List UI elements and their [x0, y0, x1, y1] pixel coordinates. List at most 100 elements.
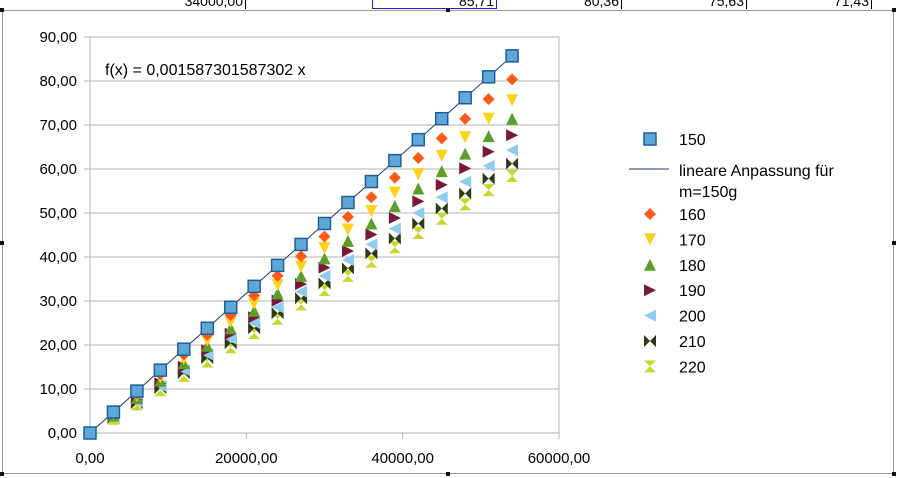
- legend-trendline-label-1: lineare Anpassung für: [679, 163, 834, 180]
- point-200: [412, 207, 425, 219]
- point-210: [412, 217, 425, 230]
- point-200: [318, 269, 331, 282]
- point-210: [482, 172, 495, 185]
- point-200: [482, 159, 495, 172]
- point-200: [248, 317, 261, 329]
- cell-c[interactable]: 80,36: [497, 0, 622, 9]
- point-160: [295, 250, 308, 263]
- point-150: [388, 153, 402, 168]
- point-180: [318, 252, 331, 265]
- point-200: [506, 144, 519, 157]
- point-150: [481, 70, 496, 84]
- point-160: [412, 152, 425, 164]
- point-150: [317, 216, 332, 231]
- point-170: [412, 168, 425, 181]
- point-220: [295, 298, 308, 311]
- point-150: [364, 174, 379, 189]
- point-180: [388, 200, 401, 213]
- point-200: [224, 332, 237, 345]
- legend-marker-200: [644, 309, 656, 322]
- point-170: [482, 112, 495, 125]
- point-160: [388, 171, 401, 184]
- cell-b[interactable]: 85,71: [372, 0, 497, 9]
- cell-d[interactable]: 75,63: [622, 0, 747, 9]
- point-200: [271, 301, 284, 314]
- point-220: [482, 184, 495, 197]
- point-220: [412, 227, 425, 239]
- point-200: [459, 175, 472, 188]
- point-180: [435, 165, 448, 178]
- point-190: [318, 261, 331, 274]
- point-150: [411, 132, 426, 147]
- y-tick-label: 60,00: [39, 161, 77, 178]
- point-190: [435, 178, 448, 191]
- point-160: [482, 93, 495, 106]
- point-200: [435, 191, 448, 204]
- y-tick-label: 20,00: [39, 337, 77, 354]
- point-150: [130, 384, 144, 398]
- legend-marker-150: [643, 132, 657, 146]
- legend-label-200: 200: [679, 309, 706, 326]
- point-190: [506, 129, 519, 142]
- point-180: [341, 234, 354, 247]
- point-210: [341, 262, 354, 275]
- point-170: [341, 223, 354, 236]
- cell-e[interactable]: 71,43: [747, 0, 872, 9]
- point-210: [388, 232, 401, 245]
- point-150: [270, 258, 285, 273]
- point-160: [318, 230, 331, 243]
- scatter-chart[interactable]: 0,00 10,00 20,00 30,00 40,00 50,00 60,00 70,00 8…: [3, 11, 895, 475]
- selection-handle-top-left[interactable]: [0, 8, 4, 12]
- point-190: [388, 211, 401, 224]
- cell-a[interactable]: 34000,00: [0, 0, 246, 9]
- selection-handle-top-mid[interactable]: [446, 8, 450, 12]
- point-190: [482, 145, 495, 158]
- legend-label-170: 170: [679, 232, 706, 249]
- legend-label-210: 210: [679, 334, 706, 351]
- point-170: [365, 205, 378, 218]
- selection-handle-mid-left[interactable]: [0, 241, 4, 245]
- chart-frame[interactable]: 0,00 10,00 20,00 30,00 40,00 50,00 60,00 70,00 8…: [2, 10, 894, 474]
- point-180: [412, 182, 425, 195]
- point-160: [271, 269, 284, 282]
- point-170: [506, 94, 519, 107]
- legend-label-220: 220: [679, 359, 706, 376]
- point-210: [435, 202, 448, 215]
- point-150: [247, 279, 261, 294]
- point-220: [435, 212, 448, 225]
- point-170: [459, 131, 472, 144]
- selection-handle-bottom-mid[interactable]: [446, 472, 450, 476]
- point-170: [318, 242, 331, 255]
- point-160: [459, 112, 472, 125]
- legend-marker-170: [644, 233, 656, 246]
- point-200: [295, 285, 308, 298]
- point-150: [505, 49, 519, 63]
- y-tick-label: 10,00: [39, 381, 77, 398]
- selection-handle-bottom-left[interactable]: [0, 472, 4, 476]
- legend-label-190: 190: [679, 283, 706, 300]
- point-180: [295, 269, 308, 282]
- point-160: [341, 210, 354, 223]
- point-160: [365, 191, 378, 204]
- selection-handle-mid-right[interactable]: [892, 241, 896, 245]
- point-220: [341, 269, 354, 282]
- point-170: [295, 260, 308, 273]
- point-160: [435, 132, 448, 145]
- legend-label-160: 160: [679, 207, 706, 224]
- point-170: [248, 297, 261, 310]
- selection-handle-top-right[interactable]: [892, 8, 896, 12]
- selection-handle-bottom-right[interactable]: [892, 472, 896, 476]
- point-150: [294, 237, 308, 252]
- spreadsheet-row: 34000,00 85,71 80,36 75,63 71,43: [0, 0, 900, 9]
- point-190: [412, 195, 425, 208]
- legend-label-150: 150: [679, 132, 706, 149]
- point-220: [459, 198, 472, 211]
- trendline-equation: f(x) = 0,001587301587302 x: [105, 62, 306, 79]
- point-180: [271, 287, 284, 300]
- point-170: [271, 279, 284, 292]
- point-170: [435, 149, 448, 162]
- point-220: [318, 284, 331, 297]
- point-150: [341, 195, 355, 210]
- legend-marker-220: [644, 360, 656, 373]
- legend-marker-180: [644, 258, 656, 271]
